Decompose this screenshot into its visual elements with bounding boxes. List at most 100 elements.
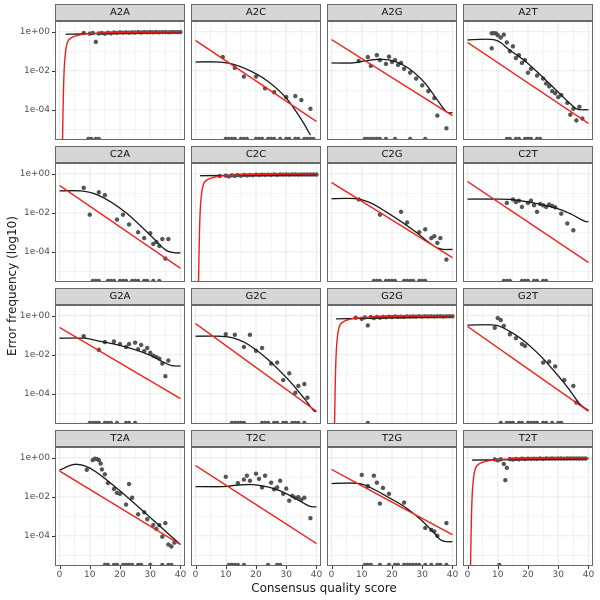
facet-C2A: C2A [55, 146, 185, 282]
panel-border [463, 305, 593, 424]
facet-label: C2A [109, 148, 131, 160]
x-tick-mark [286, 566, 288, 569]
panel-border [55, 447, 185, 566]
y-tick-mark [52, 535, 55, 537]
gridlines [327, 305, 457, 424]
theoretical-line [331, 181, 453, 259]
panel-border [327, 163, 457, 282]
x-tick-label: 20 [114, 570, 126, 580]
x-tick-label: 20 [386, 570, 398, 580]
y-tick-mark [52, 212, 55, 214]
facet-panel-G2G [327, 305, 457, 424]
theoretical-line [195, 39, 317, 123]
x-tick-mark [59, 566, 61, 569]
scatter-points [353, 314, 455, 424]
y-tick-mark [52, 354, 55, 356]
gridlines [463, 21, 593, 140]
panel-border [55, 305, 185, 424]
facet-C2C: C2C [191, 146, 321, 282]
y-axis-title: Error frequency (log10) [5, 216, 19, 356]
theoretical-line [59, 326, 181, 400]
facet-T2G: T2G [327, 430, 457, 566]
y-tick-mark [52, 315, 55, 317]
gridlines [463, 305, 593, 424]
y-tick-mark [52, 496, 55, 498]
facet-A2C: A2C [191, 4, 321, 140]
facet-strip: T2T [463, 430, 593, 447]
theoretical-line [195, 322, 317, 412]
panel-border [191, 163, 321, 282]
facet-panel-T2T [463, 447, 593, 566]
smoothed-fit-line [59, 337, 181, 367]
facet-panel-T2A [55, 447, 185, 566]
theoretical-line [61, 31, 181, 140]
facet-strip: T2C [191, 430, 321, 447]
facet-G2G: G2G [327, 288, 457, 424]
y-tick-label: 1e-04 [24, 246, 50, 257]
x-tick-label: 10 [356, 570, 368, 580]
x-tick-mark [528, 566, 529, 569]
x-tick-label: 10 [220, 570, 232, 580]
facet-T2A: T2A [55, 430, 185, 566]
x-tick-label: 0 [464, 570, 471, 580]
smoothed-fit-line [331, 58, 453, 114]
y-tick-label: 1e+00 [19, 452, 50, 463]
facet-panel-G2A [55, 305, 185, 424]
facet-panel-T2C [191, 447, 321, 566]
facet-panel-A2G [327, 21, 457, 140]
facet-T2T: T2T [463, 430, 593, 566]
facet-label: G2T [517, 290, 539, 302]
smoothed-fit-line [195, 61, 311, 136]
facet-panel-T2G [327, 447, 457, 566]
gridlines [55, 163, 185, 282]
x-tick-label: 40 [310, 570, 323, 580]
x-tick-mark [422, 566, 424, 569]
theoretical-line [333, 315, 453, 424]
facet-strip: G2T [463, 288, 593, 305]
gridlines [327, 163, 457, 282]
panel-border [55, 163, 185, 282]
y-tick-mark [52, 393, 55, 395]
facet-label: A2G [381, 6, 403, 18]
facet-panel-C2A [55, 163, 185, 282]
x-tick-label: 40 [446, 570, 459, 580]
smoothed-fit-line [200, 174, 317, 177]
gridlines [327, 447, 457, 566]
facet-strip: A2C [191, 4, 321, 21]
facet-panel-C2T [463, 163, 593, 282]
facet-panel-A2T [463, 21, 593, 140]
y-tick-label: 1e+00 [19, 26, 50, 37]
y-tick-mark [52, 457, 55, 459]
facet-A2A: A2A [55, 4, 185, 140]
y-tick-label: 1e+00 [19, 168, 50, 179]
x-tick-mark [150, 566, 152, 569]
scatter-points [356, 197, 449, 282]
x-tick-mark [452, 566, 454, 569]
facet-T2C: T2C [191, 430, 321, 566]
facet-label: G2A [109, 290, 131, 302]
x-tick-mark [195, 566, 197, 569]
facet-panel-C2C [191, 163, 321, 282]
y-tick-label: 1e-02 [24, 491, 50, 502]
smoothed-fit-line [467, 38, 589, 111]
facet-C2G: C2G [327, 146, 457, 282]
theoretical-line [467, 180, 589, 264]
theoretical-line [59, 470, 181, 546]
facet-label: T2A [110, 432, 130, 444]
x-tick-label: 0 [56, 570, 63, 580]
scatter-points [81, 185, 171, 282]
panel-border [327, 21, 457, 140]
y-tick-label: 1e-02 [24, 65, 50, 76]
x-tick-mark [225, 566, 227, 569]
theoretical-line [197, 173, 317, 282]
y-tick-label: 1e+00 [19, 310, 50, 321]
smoothed-fit-line [331, 197, 453, 251]
facet-label: A2A [109, 6, 131, 18]
gridlines [191, 305, 321, 424]
facet-panel-A2A [55, 21, 185, 140]
facet-G2A: G2A [55, 288, 185, 424]
y-tick-label: 1e-04 [24, 530, 50, 541]
panel-border [463, 21, 593, 140]
facet-label: C2C [245, 148, 267, 160]
